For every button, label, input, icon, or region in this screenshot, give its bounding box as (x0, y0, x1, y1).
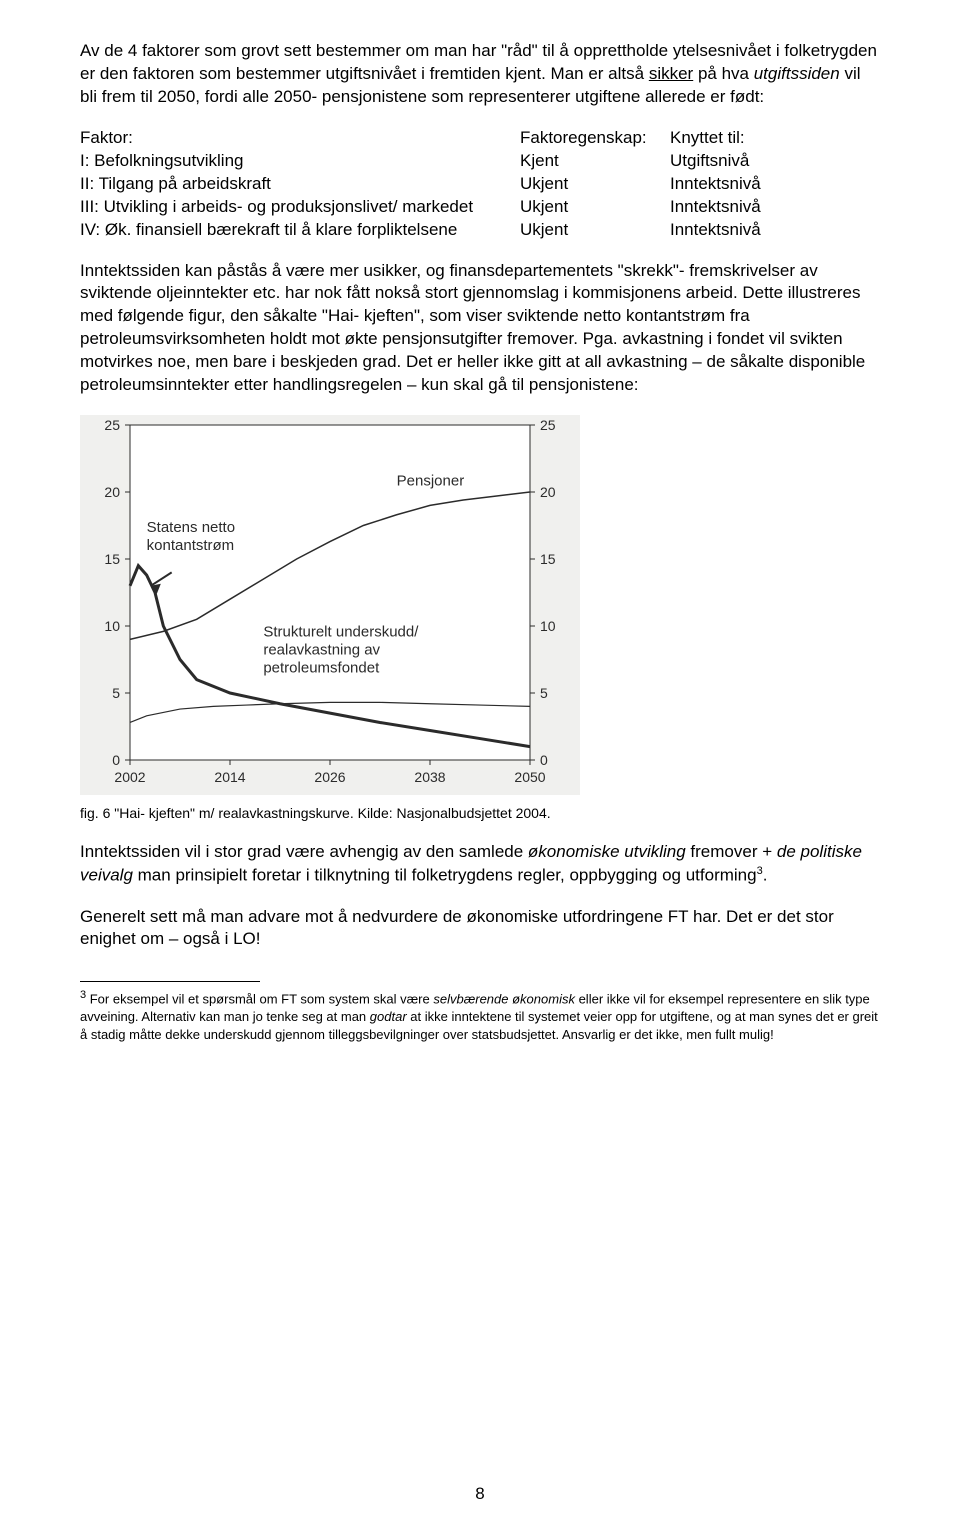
svg-text:25: 25 (540, 417, 556, 433)
svg-text:realavkastning av: realavkastning av (263, 642, 380, 659)
svg-text:petroleumsfondet: petroleumsfondet (263, 660, 380, 677)
factor-r0-c3: Utgiftsnivå (670, 150, 790, 173)
factor-h2: Faktoregenskap: (520, 127, 670, 150)
footnote-separator (80, 981, 260, 982)
svg-text:15: 15 (104, 551, 120, 567)
factor-table: Faktor: Faktoregenskap: Knyttet til: I: … (80, 127, 880, 242)
fn-a: For eksempel vil et spørsmål om FT som s… (86, 992, 433, 1007)
svg-text:0: 0 (112, 752, 120, 768)
p4-d: . (763, 866, 768, 885)
svg-text:20: 20 (104, 484, 120, 500)
chart-caption: fig. 6 "Hai- kjeften" m/ realavkastnings… (80, 804, 880, 823)
svg-text:20: 20 (540, 484, 556, 500)
factor-r2-c3: Inntektsnivå (670, 196, 790, 219)
factor-row: IV: Øk. finansiell bærekraft til å klare… (80, 219, 880, 242)
p1-utg: utgiftssiden (754, 64, 840, 83)
paragraph-4: Inntektssiden vil i stor grad være avhen… (80, 841, 880, 888)
factor-h3: Knyttet til: (670, 127, 790, 150)
factor-row: III: Utvikling i arbeids- og produksjons… (80, 196, 880, 219)
factor-row: I: Befolkningsutvikling Kjent Utgiftsniv… (80, 150, 880, 173)
paragraph-1: Av de 4 faktorer som grovt sett bestemme… (80, 40, 880, 109)
factor-r3-c3: Inntektsnivå (670, 219, 790, 242)
svg-text:5: 5 (540, 685, 548, 701)
svg-text:2050: 2050 (514, 769, 545, 785)
p1-b: på hva (693, 64, 754, 83)
svg-text:10: 10 (540, 618, 556, 634)
factor-r3-c1: IV: Øk. finansiell bærekraft til å klare… (80, 219, 520, 242)
svg-text:2038: 2038 (414, 769, 445, 785)
p4-b: fremover + (686, 842, 777, 861)
svg-text:2002: 2002 (114, 769, 145, 785)
p4-c: man prinsipielt foretar i tilknytning ti… (133, 866, 757, 885)
factor-r2-c1: III: Utvikling i arbeids- og produksjons… (80, 196, 520, 219)
fn-i: selvbærende økonomisk (433, 992, 575, 1007)
svg-text:kontantstrøm: kontantstrøm (147, 537, 235, 554)
svg-text:25: 25 (104, 417, 120, 433)
p1-sikker: sikker (649, 64, 693, 83)
svg-text:Statens netto: Statens netto (147, 519, 235, 536)
paragraph-5: Generelt sett må man advare mot å nedvur… (80, 906, 880, 952)
svg-text:2014: 2014 (214, 769, 245, 785)
svg-text:15: 15 (540, 551, 556, 567)
hai-kjeften-chart: 0 0 5 5 10 10 15 15 20 20 25 25 2002 2014 2026 2038 2050… (80, 415, 580, 800)
fn-i2: godtar (370, 1009, 407, 1024)
factor-header-row: Faktor: Faktoregenskap: Knyttet til: (80, 127, 880, 150)
factor-r1-c2: Ukjent (520, 173, 670, 196)
footnote-3: 3 For eksempel vil et spørsmål om FT som… (80, 988, 880, 1043)
chart-svg: 0 0 5 5 10 10 15 15 20 20 25 25 2002 2014 2026 2038 2050… (80, 415, 580, 795)
svg-text:Pensjoner: Pensjoner (397, 472, 465, 489)
svg-text:10: 10 (104, 618, 120, 634)
factor-r0-c1: I: Befolkningsutvikling (80, 150, 520, 173)
factor-row: II: Tilgang på arbeidskraft Ukjent Innte… (80, 173, 880, 196)
factor-h1: Faktor: (80, 127, 520, 150)
factor-r1-c1: II: Tilgang på arbeidskraft (80, 173, 520, 196)
factor-r1-c3: Inntektsnivå (670, 173, 790, 196)
factor-r0-c2: Kjent (520, 150, 670, 173)
svg-text:0: 0 (540, 752, 548, 768)
svg-text:5: 5 (112, 685, 120, 701)
factor-r3-c2: Ukjent (520, 219, 670, 242)
p4-i1: økonomiske utvikling (528, 842, 686, 861)
factor-r2-c2: Ukjent (520, 196, 670, 219)
svg-text:Strukturelt underskudd/: Strukturelt underskudd/ (263, 624, 419, 641)
document-page: Av de 4 faktorer som grovt sett bestemme… (0, 0, 960, 1522)
paragraph-3: Inntektssiden kan påstås å være mer usik… (80, 260, 880, 398)
p4-a: Inntektssiden vil i stor grad være avhen… (80, 842, 528, 861)
svg-text:2026: 2026 (314, 769, 345, 785)
page-number: 8 (0, 1484, 960, 1504)
